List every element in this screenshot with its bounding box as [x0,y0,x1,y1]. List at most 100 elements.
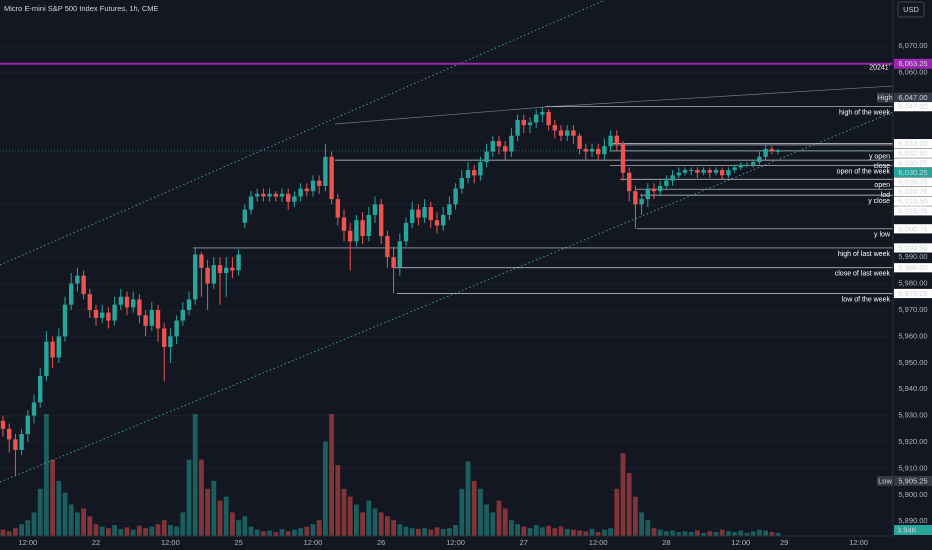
candle-body [106,312,111,321]
volume-bar [453,524,458,536]
candle-body [0,420,6,429]
candle-body [571,130,576,136]
candle-body [162,328,167,347]
volume-bar [130,529,136,536]
candle-body [589,148,595,152]
channel-lower [0,111,894,483]
currency-box[interactable] [897,1,925,18]
volume-bar [726,531,731,536]
candle-body [552,125,557,131]
candle-body [534,114,539,123]
level-name: high of last week [838,251,891,258]
candle-body [496,140,502,147]
candle-body [509,135,514,152]
candle-body [769,148,774,152]
volume-bar [68,504,74,536]
volume-bar [186,459,192,536]
candle-body [137,299,142,316]
candle-body [292,196,297,202]
level-name: y low [874,232,891,239]
volume-bar [626,473,632,536]
price-label-box [894,263,932,273]
candle-body [379,204,384,237]
candle-body [174,320,179,337]
candle-body [199,254,204,268]
volume-bar [527,528,533,536]
candle-body [583,148,588,152]
volume-bar [99,526,105,536]
price-label-box [894,177,932,187]
candle-body [775,150,781,152]
volume-bar [688,532,694,536]
candle-body [484,151,489,163]
volume-bar [118,528,124,536]
volume-bar [484,504,489,536]
volume-bar [310,524,316,536]
volume-bar [664,531,669,536]
price-label: 6,032.50 [898,149,927,158]
x-tick-label: 26 [377,538,385,547]
volume-bar [502,508,508,536]
volume-bar [719,529,725,536]
candle-body [360,220,365,237]
candle-body [391,257,396,268]
volume-bar [261,531,266,536]
volume-bar [738,530,744,536]
price-label-box [894,167,932,178]
tag-box [877,92,893,103]
volume-bar [62,492,68,536]
volume-label-box [894,525,932,535]
volume-bar [577,530,582,536]
x-tick-label: 25 [234,538,242,547]
volume-bar [707,531,713,536]
candle-body [633,191,638,205]
price-label-box [894,243,932,253]
candle-body [7,428,12,440]
volume-bar [56,480,62,536]
volume-bar [657,529,663,536]
volume-bar [372,508,378,536]
candle-body [397,241,402,268]
volume-bar [217,500,223,536]
candle-body [341,217,347,231]
y-tick-label: 6,070.00 [898,41,927,50]
candle-body [50,341,55,358]
volume-bar [298,528,303,536]
level-name: high of the week [839,110,890,117]
level-name: open of the week [837,168,891,175]
x-tick-label: 29 [780,538,788,547]
volume-bar [112,524,117,536]
volume-bar [608,528,613,536]
candle-body [503,146,508,152]
candle-body [645,188,650,200]
candle-body [472,170,477,176]
candle-body [31,402,37,416]
candle-body [149,309,154,326]
volume-bar [750,531,756,536]
volume-bar [533,524,539,536]
volume-bar [651,528,657,536]
volume-bar [403,526,409,536]
volume-bar [199,459,204,536]
price-axis [893,0,932,550]
volume-bar [93,524,99,536]
candle-body [422,207,427,218]
volume-bar [391,520,396,536]
candle-body [670,175,675,181]
candle-body [614,135,619,144]
volume-bar [713,532,719,536]
volume-bar [341,488,347,536]
grid [0,45,893,522]
volume-bar [471,480,477,536]
volume-bar [546,525,551,536]
volume-bar [602,529,607,536]
volume-bar [595,532,601,536]
candle-body [180,309,185,321]
candle-body [447,204,452,215]
price-label-box [894,196,932,206]
candle-body [459,177,464,189]
candle-body [155,309,161,329]
volume-bar [434,527,440,536]
candle-body [639,199,644,205]
x-tick-label: 12:00 [731,538,750,547]
